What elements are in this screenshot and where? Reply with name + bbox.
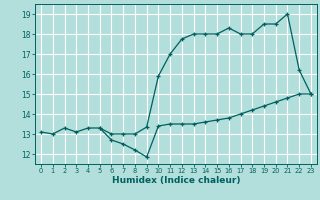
X-axis label: Humidex (Indice chaleur): Humidex (Indice chaleur) [112,176,240,185]
